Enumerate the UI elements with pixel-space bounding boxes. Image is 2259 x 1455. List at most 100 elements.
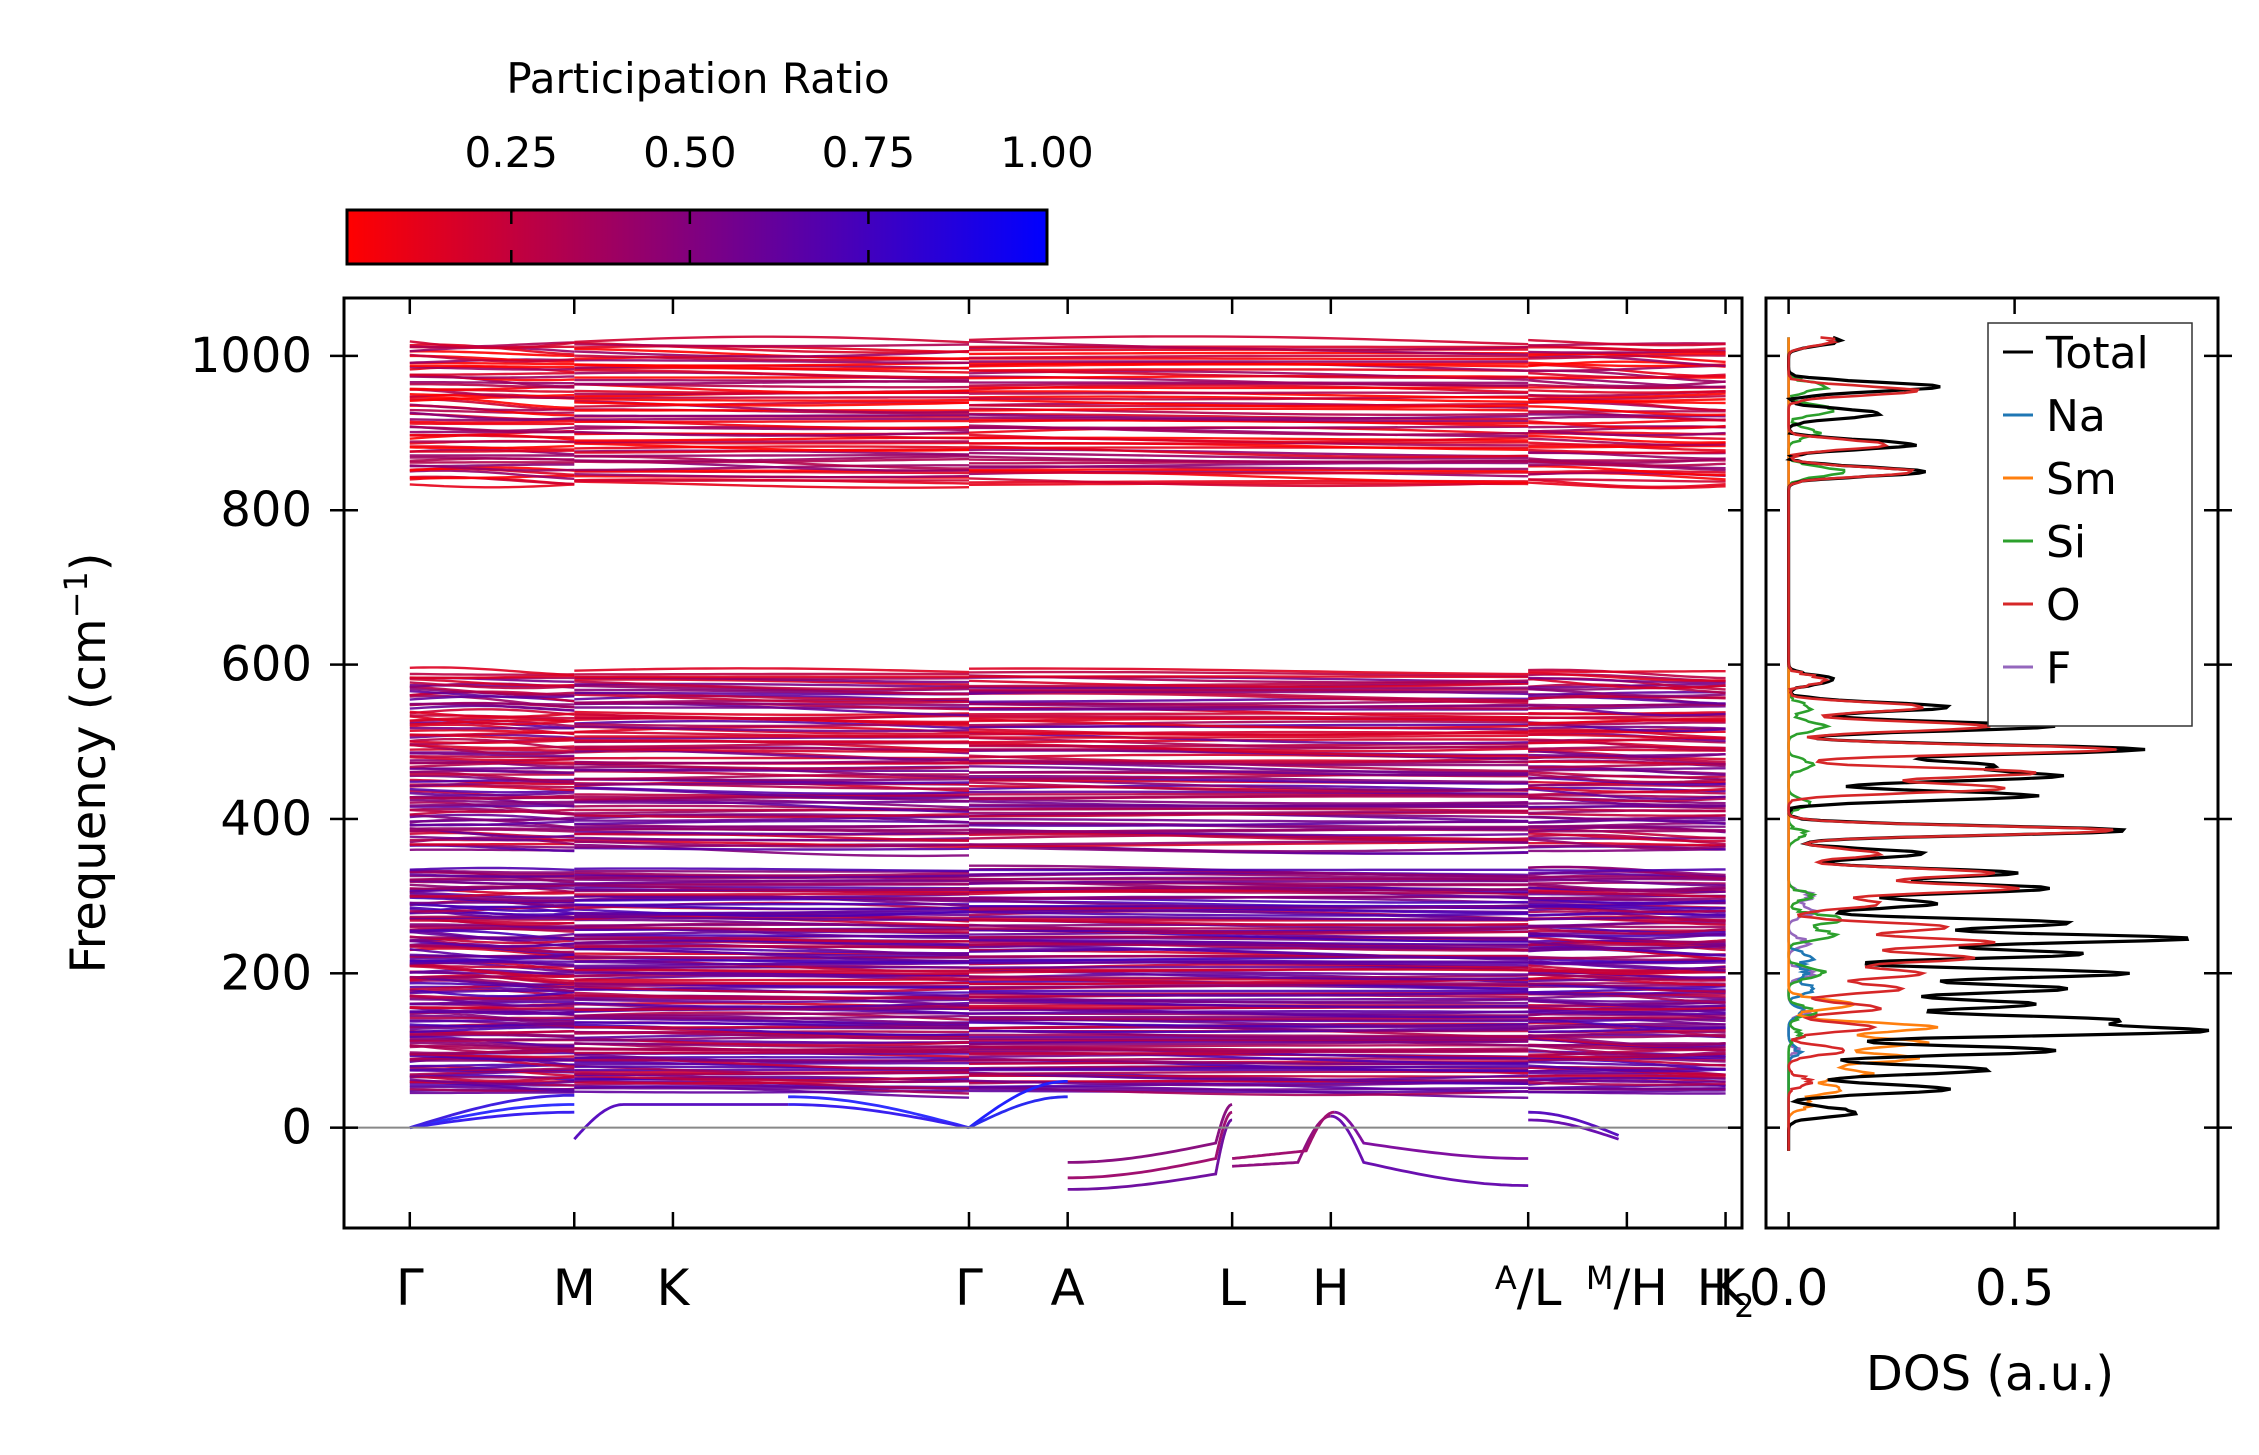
band-line xyxy=(409,710,575,718)
acoustic-branch xyxy=(968,1095,1068,1129)
band-line xyxy=(574,731,970,738)
band-line xyxy=(574,430,970,437)
band-line xyxy=(574,770,969,779)
band-line xyxy=(1528,865,1726,877)
band-line xyxy=(574,908,970,918)
phonon-bands xyxy=(409,335,1726,1191)
band-line xyxy=(1528,795,1726,803)
colorbar: Participation Ratio 0.25 0.50 0.75 1.00 xyxy=(345,54,1094,266)
band-line xyxy=(409,964,575,969)
band-line xyxy=(409,820,575,827)
band-line xyxy=(409,456,575,461)
band-line xyxy=(968,975,1529,985)
band-line xyxy=(1528,1064,1726,1073)
band-line xyxy=(968,433,1529,443)
band-line xyxy=(574,954,970,960)
band-line xyxy=(409,463,575,468)
acoustic-branch xyxy=(1231,1114,1331,1168)
band-line xyxy=(969,418,1529,425)
band-line xyxy=(969,775,1529,784)
band-line xyxy=(1528,786,1726,793)
acoustic-branch xyxy=(1330,1114,1529,1187)
frequency-label-main: Frequency (cm xyxy=(61,618,117,973)
band-line xyxy=(1528,972,1726,980)
band-line xyxy=(409,993,575,999)
band-line xyxy=(1528,957,1726,963)
band-line xyxy=(1528,702,1726,707)
band-line xyxy=(1528,999,1726,1006)
kpoint-label: K xyxy=(1712,1259,1746,1317)
band-line xyxy=(968,455,1529,464)
frequency-label-exponent: −1 xyxy=(57,571,95,618)
band-line xyxy=(968,461,1529,469)
band-line xyxy=(1528,1011,1726,1016)
band-line xyxy=(574,798,970,809)
kpoint-label: Γ xyxy=(955,1259,983,1317)
band-line xyxy=(968,843,1529,853)
band-line xyxy=(1528,897,1726,905)
band-line xyxy=(409,469,575,480)
band-line xyxy=(409,715,575,726)
band-line xyxy=(968,728,1529,736)
band-line xyxy=(409,866,575,872)
band-line xyxy=(409,381,575,385)
band-line xyxy=(574,398,970,402)
band-line xyxy=(574,934,970,943)
band-line xyxy=(968,395,1529,404)
band-line xyxy=(574,369,969,379)
band-line xyxy=(409,364,575,369)
band-line xyxy=(1528,379,1726,388)
kpoint-label-main: /H xyxy=(1613,1259,1667,1317)
band-line xyxy=(1528,705,1726,710)
band-line xyxy=(574,453,969,458)
band-line xyxy=(968,798,1529,805)
legend-label: O xyxy=(2046,580,2081,631)
colorbar-title: Participation Ratio xyxy=(506,54,889,103)
band-line xyxy=(574,985,970,994)
band-line xyxy=(1528,926,1726,935)
band-line xyxy=(968,354,1529,359)
band-line xyxy=(1528,338,1726,347)
band-line xyxy=(1528,677,1726,690)
band-line xyxy=(968,1089,1529,1094)
band-line xyxy=(574,960,970,966)
kpoint-label: L xyxy=(1218,1259,1246,1317)
band-line xyxy=(409,408,575,415)
band-line xyxy=(968,413,1529,420)
band-line xyxy=(1528,773,1726,784)
band-line xyxy=(574,335,970,344)
band-line xyxy=(574,702,970,707)
band-line xyxy=(409,411,575,421)
band-line xyxy=(968,470,1529,475)
band-line xyxy=(574,1012,970,1017)
band-line xyxy=(574,902,970,907)
band-line xyxy=(1528,977,1726,987)
band-line xyxy=(409,827,575,831)
band-line xyxy=(1528,457,1726,464)
band-line xyxy=(409,771,575,783)
band-line xyxy=(574,359,970,364)
band-line xyxy=(969,915,1529,921)
band-line xyxy=(574,827,970,832)
band-line xyxy=(409,475,575,486)
band-line xyxy=(968,965,1529,969)
band-line xyxy=(1528,355,1726,368)
band-line xyxy=(1528,361,1726,368)
legend-label: Na xyxy=(2046,391,2106,442)
band-line xyxy=(1528,903,1726,910)
band-line xyxy=(1528,437,1726,447)
kpoint-label: H xyxy=(1312,1259,1350,1317)
band-line xyxy=(409,483,575,489)
band-line xyxy=(409,350,575,358)
band-line xyxy=(1528,940,1726,950)
band-line xyxy=(409,466,575,472)
band-line xyxy=(968,923,1529,934)
acoustic-branch xyxy=(1231,1110,1335,1160)
frequency-tick-label: 0 xyxy=(281,1100,312,1156)
acoustic-branch xyxy=(968,1080,1068,1129)
band-line xyxy=(968,734,1529,739)
band-line xyxy=(409,828,575,833)
colorbar-gradient xyxy=(345,208,1049,266)
band-line xyxy=(968,335,1529,346)
